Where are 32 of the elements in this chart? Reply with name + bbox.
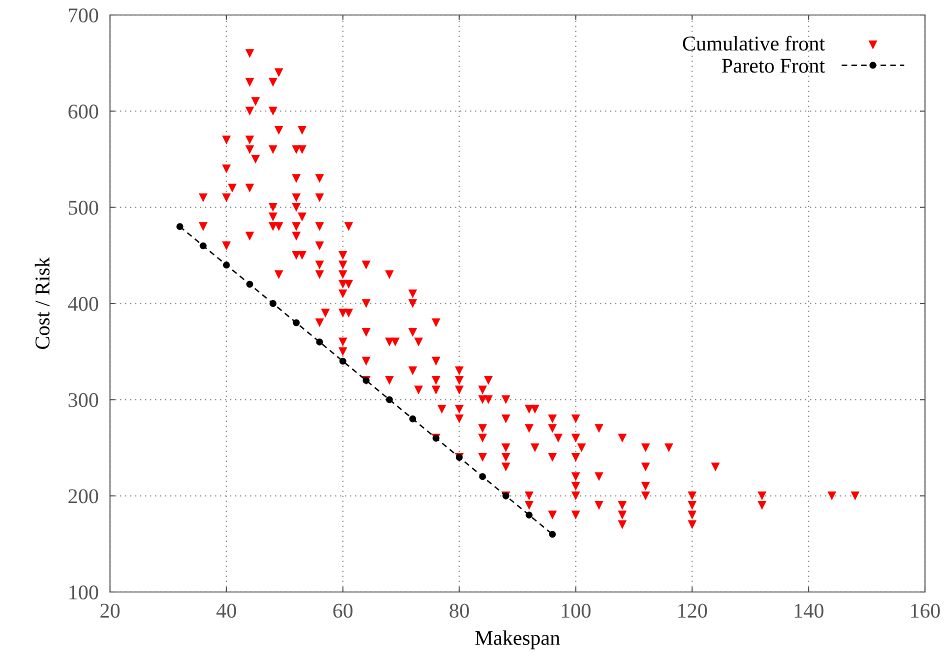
y-axis-title: Cost / Risk [34,257,50,349]
y-tick-label: 500 [68,200,98,215]
y-tick-label: 100 [69,585,98,600]
point [176,223,184,230]
x-tick-label: 160 [911,604,940,618]
point [526,512,533,519]
x-tick-label: 80 [450,604,469,618]
point [409,415,416,422]
legend-label: Cumulative front [682,36,825,51]
point [339,358,346,365]
x-tick-label: 100 [562,604,591,618]
y-tick-label: 700 [69,8,98,22]
y-tick-label: 400 [68,296,98,311]
y-tick-label: 600 [68,104,98,119]
x-tick-label: 60 [333,604,352,618]
x-tick-label: 140 [794,604,824,618]
point [292,319,300,326]
point [270,300,276,307]
y-tick-label: 300 [68,393,98,408]
x-tick-label: 20 [100,604,120,618]
x-tick-label: 40 [216,604,236,618]
y-tick-label: 200 [68,489,98,504]
point [246,280,254,288]
point [222,262,230,269]
x-tick-label: 120 [678,604,707,618]
point [200,242,207,250]
x-axis-title: Makespan [475,630,560,650]
legend-label: Pareto Front [722,58,825,73]
point [386,396,393,404]
point [316,338,324,346]
point [548,530,556,538]
point [479,473,486,480]
